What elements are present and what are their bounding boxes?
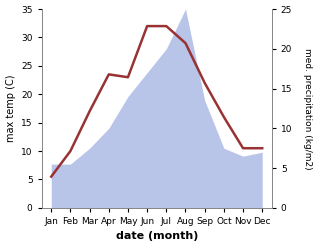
X-axis label: date (month): date (month) [115, 231, 198, 242]
Y-axis label: med. precipitation (kg/m2): med. precipitation (kg/m2) [303, 48, 313, 169]
Y-axis label: max temp (C): max temp (C) [5, 75, 16, 142]
